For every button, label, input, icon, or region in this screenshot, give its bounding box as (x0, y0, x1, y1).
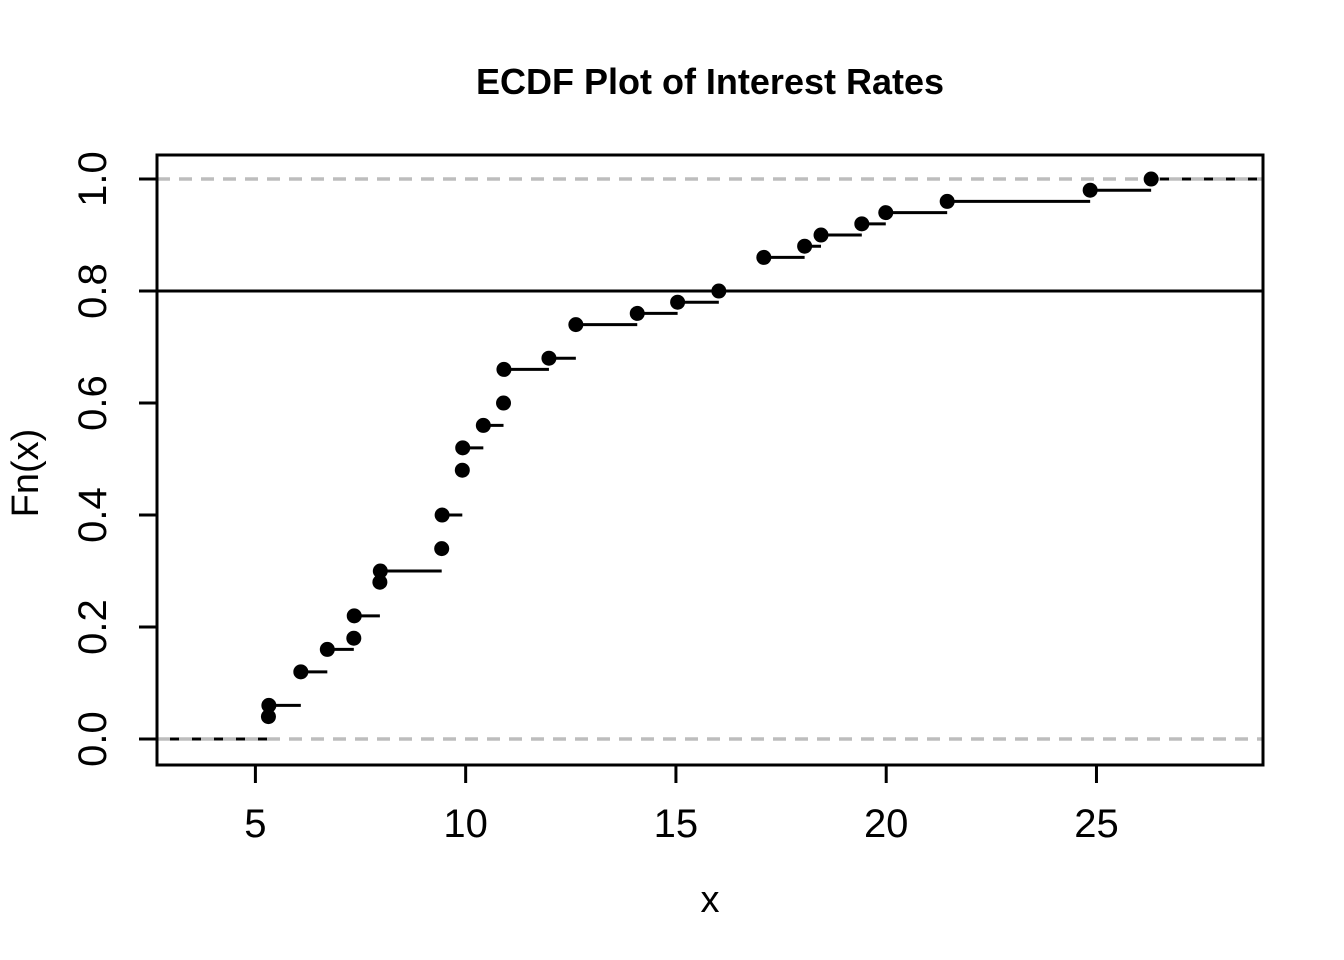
ecdf-point (455, 440, 471, 456)
ecdf-point (261, 697, 277, 713)
y-tick-label: 1.0 (71, 151, 115, 207)
ecdf-point (939, 193, 955, 209)
y-axis-title: Fn(x) (5, 429, 47, 518)
x-axis-ticks: 5 10 15 20 25 (244, 765, 1119, 846)
ecdf-point (434, 541, 450, 557)
ecdf-point (293, 664, 309, 680)
ecdf-point (670, 294, 686, 310)
ecdf-point (797, 238, 813, 254)
ecdf-point (319, 641, 335, 657)
ecdf-point (372, 574, 388, 590)
x-tick-label: 5 (244, 802, 266, 846)
ecdf-point (1082, 182, 1098, 198)
ecdf-point (454, 462, 470, 478)
ecdf-point (813, 227, 829, 243)
ecdf-point (629, 305, 645, 321)
ecdf-points (260, 171, 1159, 725)
y-axis-ticks: 0.0 0.2 0.4 0.6 0.8 1.0 (71, 151, 157, 767)
plot-box (155, 153, 1265, 767)
x-tick-label: 20 (864, 802, 909, 846)
y-tick-label: 0.0 (71, 711, 115, 767)
y-tick-label: 0.2 (71, 599, 115, 655)
ecdf-point (346, 630, 362, 646)
ecdf-point (1143, 171, 1159, 187)
ecdf-point (346, 608, 362, 624)
chart-title: ECDF Plot of Interest Rates (476, 61, 944, 102)
ecdf-point (541, 350, 557, 366)
ecdf-steps (268, 188, 1152, 719)
ecdf-point (260, 709, 276, 725)
ecdf-point (475, 417, 491, 433)
x-axis-title: x (701, 879, 720, 921)
x-tick-label: 10 (443, 802, 488, 846)
y-tick-label: 0.4 (71, 487, 115, 543)
y-tick-label: 0.8 (71, 263, 115, 319)
ecdf-point (878, 205, 894, 221)
reference-lines (157, 177, 1263, 741)
ecdf-point (711, 283, 727, 299)
ecdf-point (568, 317, 584, 333)
ecdf-point (496, 361, 512, 377)
ecdf-point (756, 249, 772, 265)
ecdf-point (496, 395, 512, 411)
x-tick-label: 15 (654, 802, 699, 846)
ecdf-point (434, 507, 450, 523)
ecdf-point (372, 563, 388, 579)
y-tick-label: 0.6 (71, 375, 115, 431)
x-tick-label: 25 (1074, 802, 1119, 846)
ecdf-point (854, 216, 870, 232)
